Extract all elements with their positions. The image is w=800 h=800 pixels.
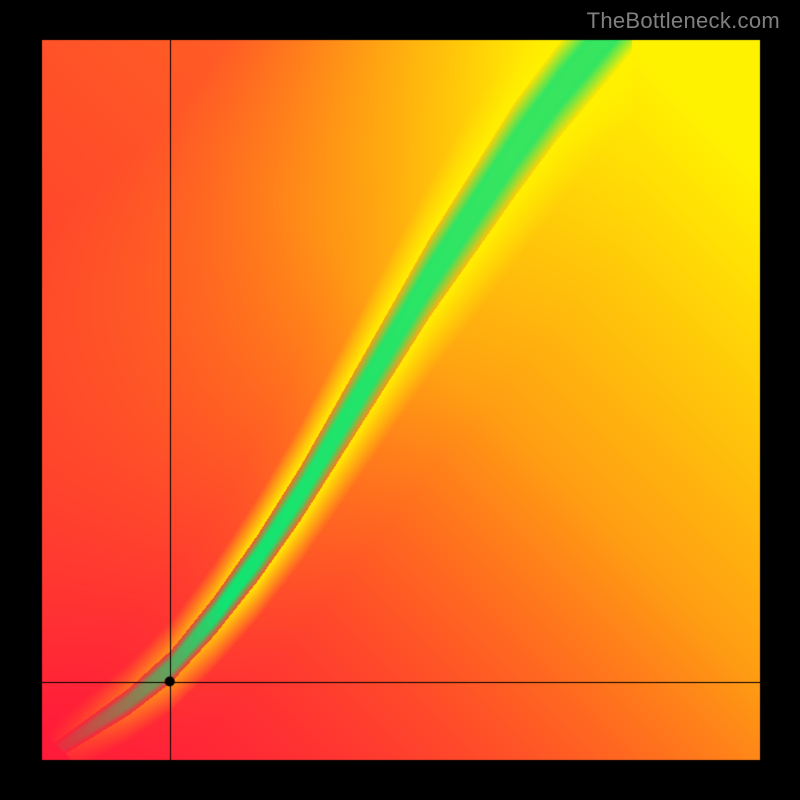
chart-container: TheBottleneck.com	[0, 0, 800, 800]
watermark-text: TheBottleneck.com	[587, 8, 780, 34]
heatmap-canvas	[0, 0, 800, 800]
